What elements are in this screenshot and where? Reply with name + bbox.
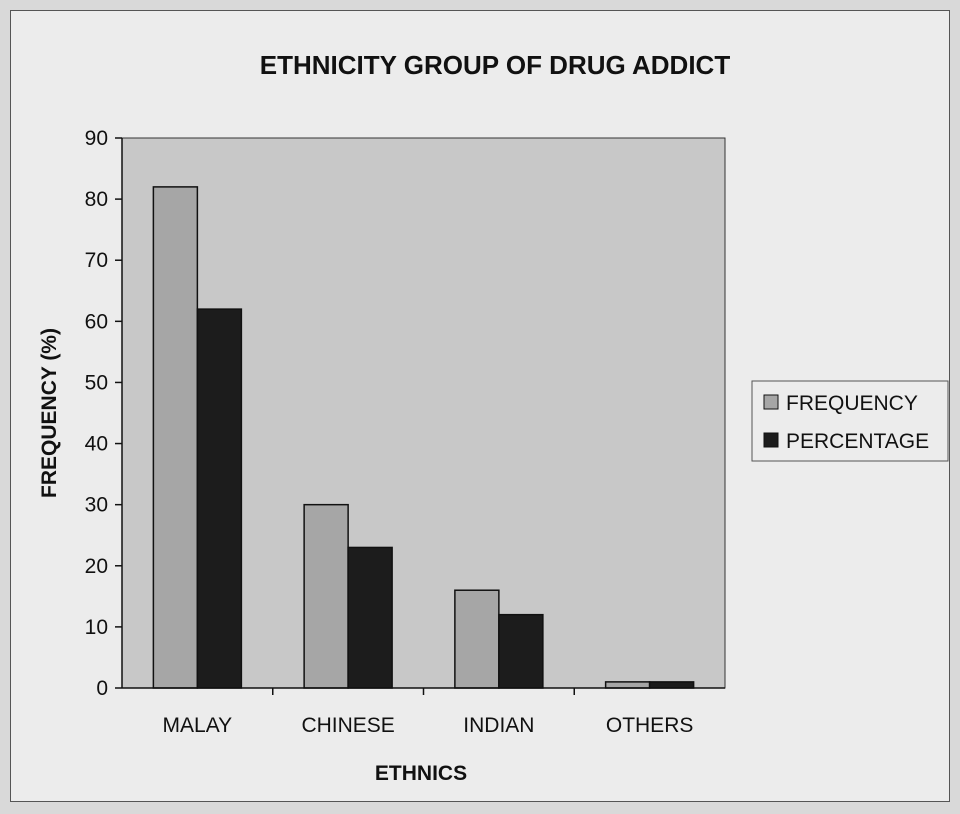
legend-swatch-frequency xyxy=(763,394,779,410)
y-axis-label: FREQUENCY (%) xyxy=(38,328,61,498)
y-tick-label: 0 xyxy=(96,677,108,700)
legend-label-percentage: PERCENTAGE xyxy=(786,430,929,453)
x-axis-label: ETHNICS xyxy=(375,762,467,785)
bar-frequency-others xyxy=(604,681,651,689)
x-category-label: OTHERS xyxy=(606,714,694,737)
x-category-label: MALAY xyxy=(163,714,233,737)
y-tick-label: 40 xyxy=(85,433,108,456)
legend-box xyxy=(751,380,949,462)
x-category-label: INDIAN xyxy=(463,714,534,737)
bar-percentage-malay xyxy=(196,308,243,689)
legend: FREQUENCY PERCENTAGE xyxy=(751,380,949,462)
x-axis-categories: MALAY CHINESE INDIAN OTHERS xyxy=(163,688,694,737)
y-tick-label: 30 xyxy=(85,494,108,517)
y-tick-label: 60 xyxy=(85,310,108,333)
y-tick-label: 10 xyxy=(85,616,108,639)
bar-frequency-chinese xyxy=(303,503,349,689)
bar-frequency-malay xyxy=(152,186,199,689)
legend-swatch-percentage xyxy=(763,432,779,448)
y-axis-ticks: 0 10 20 30 40 50 60 70 80 90 xyxy=(85,127,122,700)
chart-title: ETHNICITY GROUP OF DRUG ADDICT xyxy=(260,50,731,80)
bar-percentage-indian xyxy=(498,613,544,689)
bar-percentage-chinese xyxy=(347,546,393,689)
y-tick-label: 50 xyxy=(85,371,108,394)
legend-label-frequency: FREQUENCY xyxy=(786,392,918,415)
y-tick-label: 80 xyxy=(85,188,108,211)
y-tick-label: 20 xyxy=(85,555,108,578)
bar-frequency-indian xyxy=(454,589,500,689)
bar-percentage-others xyxy=(648,681,695,689)
x-category-label: CHINESE xyxy=(301,714,394,737)
bars-group xyxy=(152,186,695,689)
y-tick-label: 70 xyxy=(85,249,108,272)
y-tick-label: 90 xyxy=(85,127,108,150)
